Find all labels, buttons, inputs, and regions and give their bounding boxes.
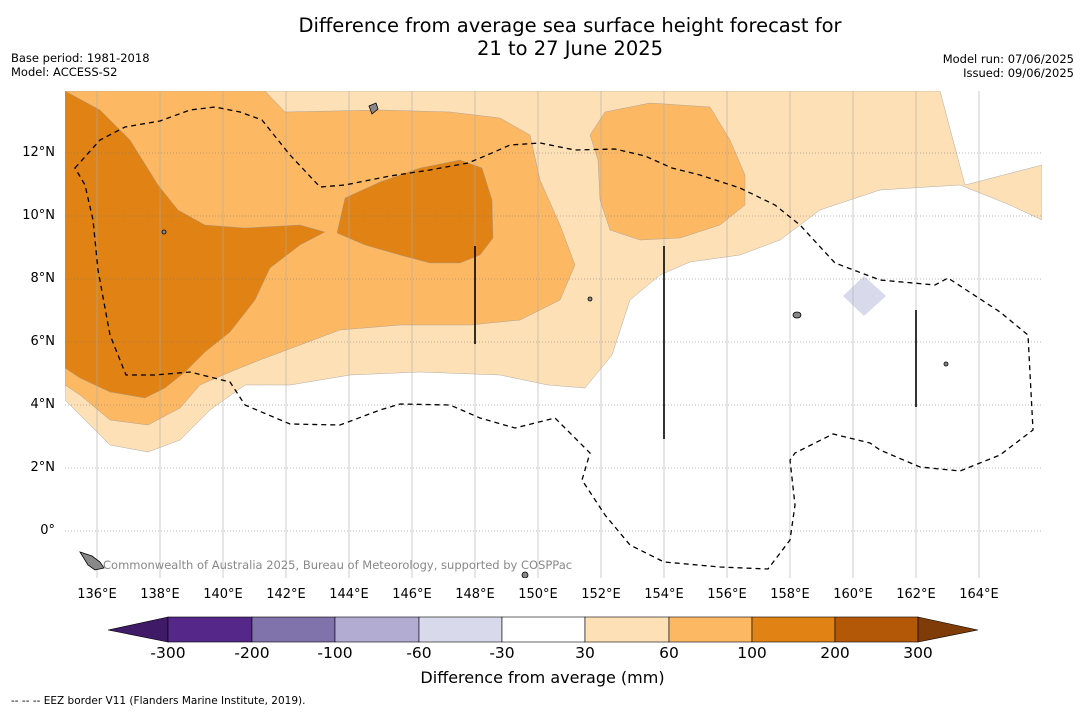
lon-label: 140°E	[203, 587, 243, 602]
colorbar-swatch	[167, 616, 253, 643]
lon-label: 158°E	[770, 587, 810, 602]
issued-date: Issued: 09/06/2025	[963, 66, 1074, 80]
title-line-2: 21 to 27 June 2025	[476, 37, 664, 60]
colorbar-tick: 100	[737, 644, 767, 662]
lon-label: 164°E	[959, 587, 999, 602]
lon-label: 154°E	[644, 587, 684, 602]
anomaly-patch-60-100-east	[589, 102, 746, 241]
meta-left: Base period: 1981-2018 Model: ACCESS-S2	[11, 51, 150, 79]
colorbar-swatch	[501, 616, 586, 643]
colorbar-tick: 30	[575, 644, 595, 662]
lat-label: 10°N	[22, 208, 55, 223]
colorbar-label: Difference from average (mm)	[420, 668, 665, 687]
model-name: Model: ACCESS-S2	[11, 65, 118, 79]
title-line-1: Difference from average sea surface heig…	[298, 14, 842, 37]
grid-lines	[65, 152, 1042, 532]
lon-label: 146°E	[392, 587, 432, 602]
lon-label: 152°E	[581, 587, 621, 602]
colorbar-tick: -300	[150, 644, 186, 662]
colorbar-swatch	[251, 616, 336, 643]
meta-right: Model run: 07/06/2025 Issued: 09/06/2025	[943, 52, 1074, 80]
colorbar-extend-low	[107, 616, 169, 643]
colorbar-tick: -30	[489, 644, 515, 662]
colorbar-swatch	[751, 616, 836, 643]
lat-label: 2°N	[30, 460, 56, 475]
colorbar-tick: -200	[234, 644, 270, 662]
colorbar-extend-high	[917, 616, 979, 643]
lat-label: 12°N	[22, 145, 55, 160]
lat-label: 0°	[40, 523, 55, 538]
colorbar-swatch	[834, 616, 919, 643]
anomaly-patch-100-200-center	[336, 159, 494, 264]
colorbar-swatch	[334, 616, 420, 643]
colorbar-tick: -60	[406, 644, 432, 662]
map-area	[65, 91, 1042, 578]
lon-label: 162°E	[896, 587, 936, 602]
credit-text: Commonwealth of Australia 2025, Bureau o…	[103, 558, 573, 572]
colorbar-tick: 200	[820, 644, 850, 662]
footer-legend: -- -- -- EEZ border V11 (Flanders Marine…	[11, 695, 306, 707]
colorbar-tick: -100	[317, 644, 353, 662]
model-run: Model run: 07/06/2025	[942, 52, 1074, 66]
lon-label: 148°E	[455, 587, 495, 602]
colorbar-swatch	[418, 616, 503, 643]
base-period: Base period: 1981-2018	[11, 51, 150, 65]
lon-label: 138°E	[140, 587, 180, 602]
islands	[79, 102, 949, 578]
anomaly-band-100-200-west	[65, 91, 326, 399]
lat-label: 8°N	[30, 271, 56, 286]
colorbar	[107, 616, 979, 643]
eez-border	[74, 106, 1034, 570]
anomaly-patch-negative	[843, 276, 886, 316]
map-title: Difference from average sea surface heig…	[0, 14, 1085, 60]
lat-label: 6°N	[30, 334, 56, 349]
lat-label: 4°N	[30, 397, 56, 412]
lon-label: 160°E	[833, 587, 873, 602]
lon-label: 142°E	[266, 587, 306, 602]
vertical-markers	[474, 246, 917, 439]
colorbar-swatch	[668, 616, 753, 643]
colorbar-tick: 60	[659, 644, 679, 662]
lon-label: 150°E	[518, 587, 558, 602]
lon-label: 144°E	[329, 587, 369, 602]
lon-label: 136°E	[77, 587, 117, 602]
colorbar-swatch	[584, 616, 670, 643]
lon-label: 156°E	[707, 587, 747, 602]
colorbar-tick: 300	[903, 644, 933, 662]
